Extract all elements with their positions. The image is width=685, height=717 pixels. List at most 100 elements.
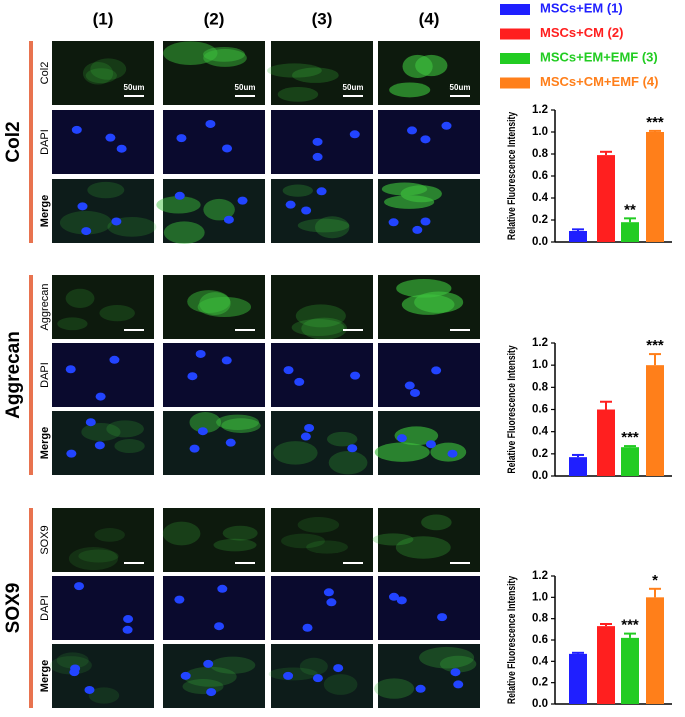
- cell: [213, 538, 257, 552]
- nucleus: [217, 584, 228, 593]
- micrograph: [378, 508, 480, 572]
- nucleus: [283, 366, 294, 375]
- cell: [59, 210, 112, 235]
- micrograph: [271, 411, 373, 475]
- y-axis-label: Relative Fluorescence Intensity: [506, 575, 518, 704]
- y-tick-label: 0.2: [532, 214, 548, 226]
- y-axis-label: Relative Fluorescence Intensity: [506, 111, 518, 240]
- cell: [210, 656, 256, 674]
- legend-swatch: [500, 28, 530, 40]
- legend-label: MSCs+CM (2): [540, 25, 623, 40]
- micrograph: [271, 576, 373, 640]
- scale-bar: [450, 329, 470, 331]
- micrograph: [52, 576, 154, 640]
- cell: [81, 422, 121, 442]
- legend-label: MSCs+EM (1): [540, 0, 623, 15]
- nucleus: [301, 206, 312, 215]
- micrograph: [163, 41, 265, 105]
- micrograph: [271, 275, 373, 339]
- nucleus: [450, 668, 461, 677]
- micrograph: [378, 343, 480, 407]
- column-header: (4): [419, 9, 440, 28]
- scale-bar: [124, 562, 144, 564]
- legend-swatch: [500, 53, 530, 64]
- cell: [87, 181, 125, 199]
- cell: [306, 540, 348, 554]
- nucleus: [407, 126, 418, 135]
- nucleus: [409, 388, 420, 397]
- nucleus: [214, 622, 225, 631]
- micrograph: [378, 576, 480, 640]
- bar: [597, 626, 615, 704]
- nucleus: [283, 671, 294, 680]
- cell: [85, 68, 117, 84]
- scale-bar: [343, 562, 363, 564]
- cell: [267, 63, 322, 78]
- bar: [597, 409, 615, 476]
- y-tick-label: 1.0: [532, 591, 548, 603]
- scale-label: 50um: [450, 83, 471, 92]
- micrograph: [52, 41, 154, 105]
- cell: [374, 678, 415, 699]
- micrograph: [163, 508, 265, 572]
- cell: [328, 451, 368, 475]
- cell: [94, 528, 125, 542]
- nucleus: [176, 134, 187, 143]
- nucleus: [412, 225, 423, 234]
- cell: [421, 514, 452, 531]
- scale-bar: [235, 95, 255, 97]
- scale-label: 50um: [343, 83, 364, 92]
- scale-bar: [450, 562, 470, 564]
- nucleus: [189, 444, 200, 453]
- cell: [203, 49, 247, 67]
- nucleus: [197, 427, 208, 436]
- y-tick-label: 0.8: [532, 148, 549, 160]
- bar: [569, 457, 587, 476]
- nucleus: [404, 381, 415, 390]
- micrograph: [163, 411, 265, 475]
- row-label: Col2: [39, 62, 51, 85]
- nucleus: [431, 366, 442, 375]
- cell: [82, 62, 114, 85]
- nucleus: [69, 668, 80, 677]
- cell: [402, 54, 433, 78]
- scale-bar: [235, 329, 255, 331]
- nucleus: [312, 674, 323, 683]
- y-tick-label: 0.4: [532, 426, 549, 438]
- nucleus: [94, 441, 105, 450]
- nucleus: [396, 434, 407, 443]
- cell: [323, 674, 358, 695]
- significance-label: ***: [646, 114, 664, 131]
- cell: [162, 521, 201, 546]
- row-label: DAPI: [39, 362, 51, 388]
- nucleus: [326, 598, 337, 607]
- cell: [419, 646, 475, 669]
- nucleus: [350, 371, 361, 380]
- bar: [621, 447, 639, 476]
- cell: [297, 517, 340, 533]
- nucleus: [222, 144, 233, 153]
- y-tick-label: 0.0: [532, 698, 548, 710]
- nucleus: [323, 588, 334, 597]
- cell: [65, 288, 95, 308]
- cell: [203, 198, 235, 221]
- bar: [646, 597, 664, 704]
- micrograph: [52, 644, 154, 708]
- cell: [277, 86, 319, 102]
- significance-label: ***: [646, 337, 664, 354]
- row-label: DAPI: [39, 595, 51, 621]
- nucleus: [180, 671, 191, 680]
- nucleus: [195, 349, 206, 358]
- nucleus: [95, 392, 106, 401]
- nucleus: [312, 137, 323, 146]
- cell: [156, 196, 201, 214]
- scale-bar: [124, 95, 144, 97]
- cell: [216, 414, 260, 430]
- nucleus: [349, 130, 360, 139]
- cell: [182, 679, 224, 695]
- cell: [299, 657, 328, 676]
- micrograph: [163, 110, 265, 174]
- cell: [291, 319, 345, 337]
- group-bar: [29, 508, 33, 708]
